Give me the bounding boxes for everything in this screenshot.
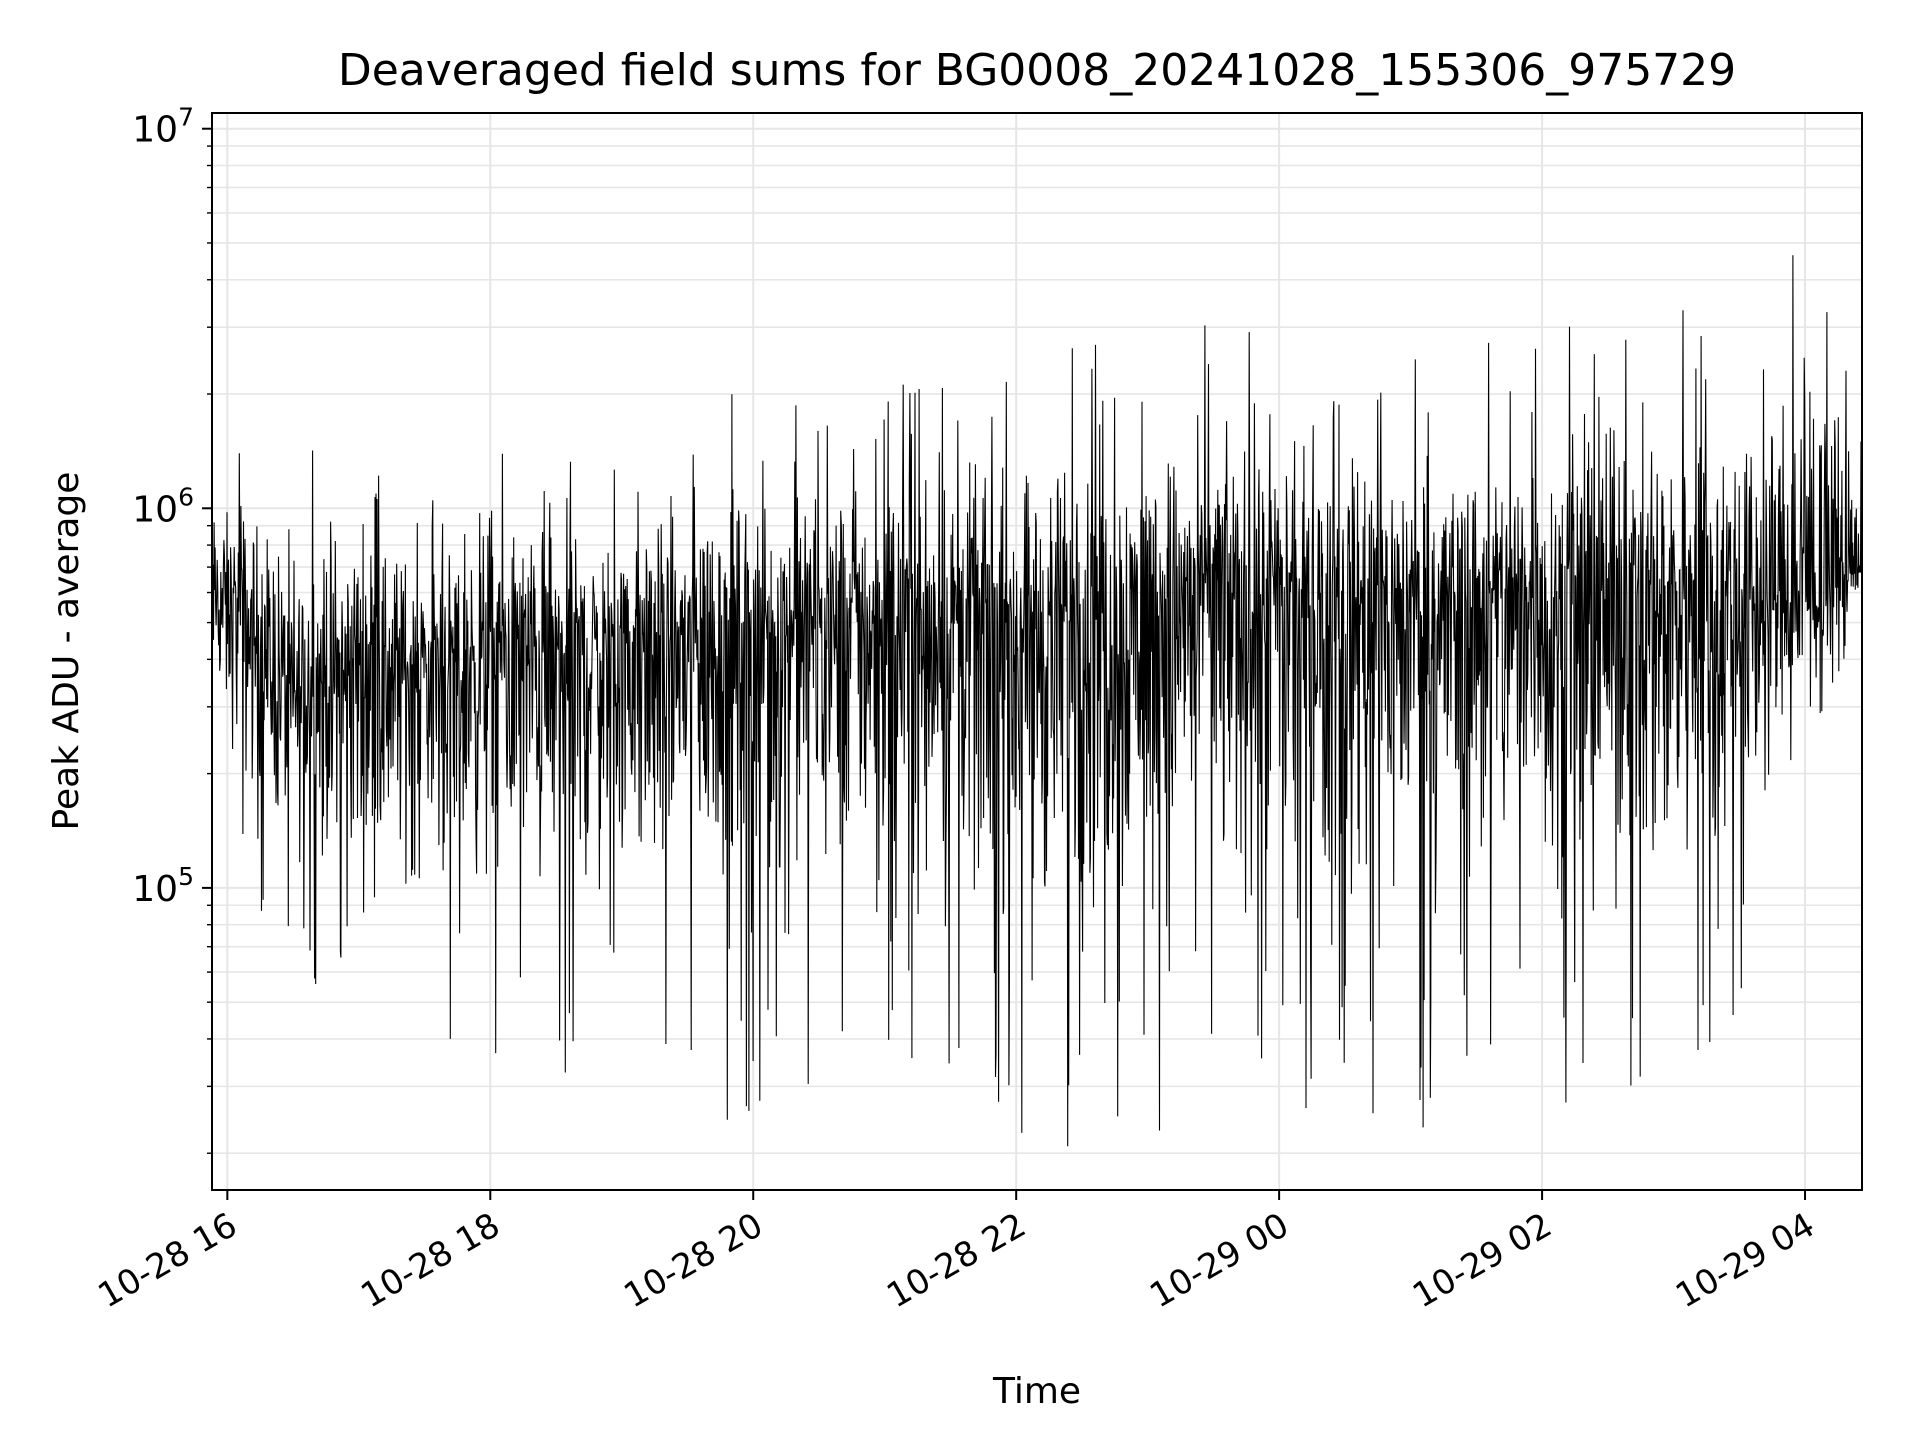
chart-title: Deaveraged field sums for BG0008_2024102… <box>338 45 1736 96</box>
series-layer <box>211 255 1863 1147</box>
plot-area-frame <box>211 112 1863 1191</box>
y-tick-label: 107 <box>132 103 194 151</box>
series-line <box>211 255 1863 1147</box>
y-tick-label: 105 <box>132 862 194 910</box>
x-axis-label: Time <box>992 1371 1081 1412</box>
y-tick-label: 106 <box>132 482 194 530</box>
y-axis-label: Peak ADU - average <box>46 472 87 831</box>
